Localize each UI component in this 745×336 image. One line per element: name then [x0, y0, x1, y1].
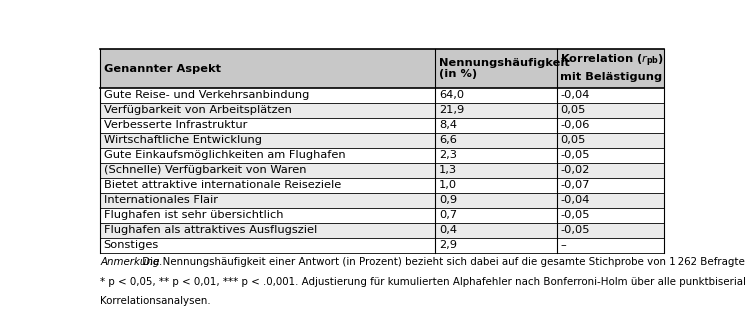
Text: Internationales Flair: Internationales Flair [104, 195, 218, 205]
Bar [100, 208, 435, 223]
Bar [100, 163, 435, 178]
Text: 1,3: 1,3 [439, 165, 457, 175]
Text: Die Nennungshäufigkeit einer Antwort (in Prozent) bezieht sich dabei auf die ges: Die Nennungshäufigkeit einer Antwort (in… [139, 257, 745, 267]
Text: Verbesserte Infrastruktur: Verbesserte Infrastruktur [104, 120, 247, 130]
Text: 0,9: 0,9 [439, 195, 457, 205]
Bar [557, 208, 664, 223]
Text: 6,6: 6,6 [439, 135, 457, 145]
Text: Sonstiges: Sonstiges [104, 240, 159, 250]
Bar [557, 88, 664, 103]
Text: -0,04: -0,04 [560, 195, 589, 205]
Bar [100, 238, 435, 253]
Text: -0,05: -0,05 [560, 150, 589, 160]
Text: -0,04: -0,04 [560, 90, 589, 100]
Text: Verfügbarkeit von Arbeitsplätzen: Verfügbarkeit von Arbeitsplätzen [104, 105, 291, 115]
Bar [100, 178, 435, 193]
Text: 0,05: 0,05 [560, 135, 586, 145]
Text: -0,02: -0,02 [560, 165, 589, 175]
Text: -0,06: -0,06 [560, 120, 589, 130]
Text: 21,9: 21,9 [439, 105, 464, 115]
Bar [557, 103, 664, 118]
Bar [100, 148, 435, 163]
Text: 64,0: 64,0 [439, 90, 464, 100]
Text: * p < 0,05, ** p < 0,01, *** p < .0,001. Adjustierung für kumulierten Alphafehle: * p < 0,05, ** p < 0,01, *** p < .0,001.… [100, 277, 745, 287]
Bar [557, 118, 664, 133]
Bar [557, 238, 664, 253]
Bar [435, 148, 557, 163]
Text: Wirtschaftliche Entwicklung: Wirtschaftliche Entwicklung [104, 135, 261, 145]
Text: Genannter Aspekt: Genannter Aspekt [104, 64, 221, 74]
Text: 2,3: 2,3 [439, 150, 457, 160]
Text: 0,05: 0,05 [560, 105, 586, 115]
Text: Anmerkung.: Anmerkung. [100, 257, 162, 267]
Text: mit Belästigung: mit Belästigung [560, 72, 662, 82]
Text: 0,4: 0,4 [439, 225, 457, 235]
Bar [435, 178, 557, 193]
Bar [557, 193, 664, 208]
Bar [557, 223, 664, 238]
Text: Flughafen als attraktives Ausflugsziel: Flughafen als attraktives Ausflugsziel [104, 225, 317, 235]
Bar [100, 193, 435, 208]
Text: –: – [560, 240, 565, 250]
Text: 2,9: 2,9 [439, 240, 457, 250]
Bar [100, 88, 435, 103]
Bar [100, 118, 435, 133]
Bar [435, 118, 557, 133]
Bar [100, 103, 435, 118]
Text: Korrelationsanalysen.: Korrelationsanalysen. [100, 296, 211, 306]
Bar [435, 208, 557, 223]
Text: Bietet attraktive internationale Reiseziele: Bietet attraktive internationale Reisezi… [104, 180, 340, 190]
Bar [435, 163, 557, 178]
Bar [557, 148, 664, 163]
Text: Nennungshäufigkeit
(in %): Nennungshäufigkeit (in %) [439, 58, 570, 79]
Bar [435, 223, 557, 238]
Bar [435, 193, 557, 208]
Text: (Schnelle) Verfügbarkeit von Waren: (Schnelle) Verfügbarkeit von Waren [104, 165, 306, 175]
Text: -0,05: -0,05 [560, 210, 589, 220]
Bar [557, 133, 664, 148]
Bar [435, 88, 557, 103]
Bar [557, 163, 664, 178]
Bar [435, 133, 557, 148]
Bar [435, 103, 557, 118]
Bar [100, 133, 435, 148]
Text: Gute Reise- und Verkehrsanbindung: Gute Reise- und Verkehrsanbindung [104, 90, 309, 100]
Text: Flughafen ist sehr übersichtlich: Flughafen ist sehr übersichtlich [104, 210, 283, 220]
Text: 8,4: 8,4 [439, 120, 457, 130]
Bar [100, 223, 435, 238]
Text: -0,05: -0,05 [560, 225, 589, 235]
Text: -0,07: -0,07 [560, 180, 589, 190]
Bar [557, 178, 664, 193]
Text: 0,7: 0,7 [439, 210, 457, 220]
Text: Korrelation ($r_\mathregular{pb}$): Korrelation ($r_\mathregular{pb}$) [560, 53, 664, 69]
Bar [435, 238, 557, 253]
Text: 1,0: 1,0 [439, 180, 457, 190]
Text: Gute Einkaufsmöglichkeiten am Flughafen: Gute Einkaufsmöglichkeiten am Flughafen [104, 150, 345, 160]
